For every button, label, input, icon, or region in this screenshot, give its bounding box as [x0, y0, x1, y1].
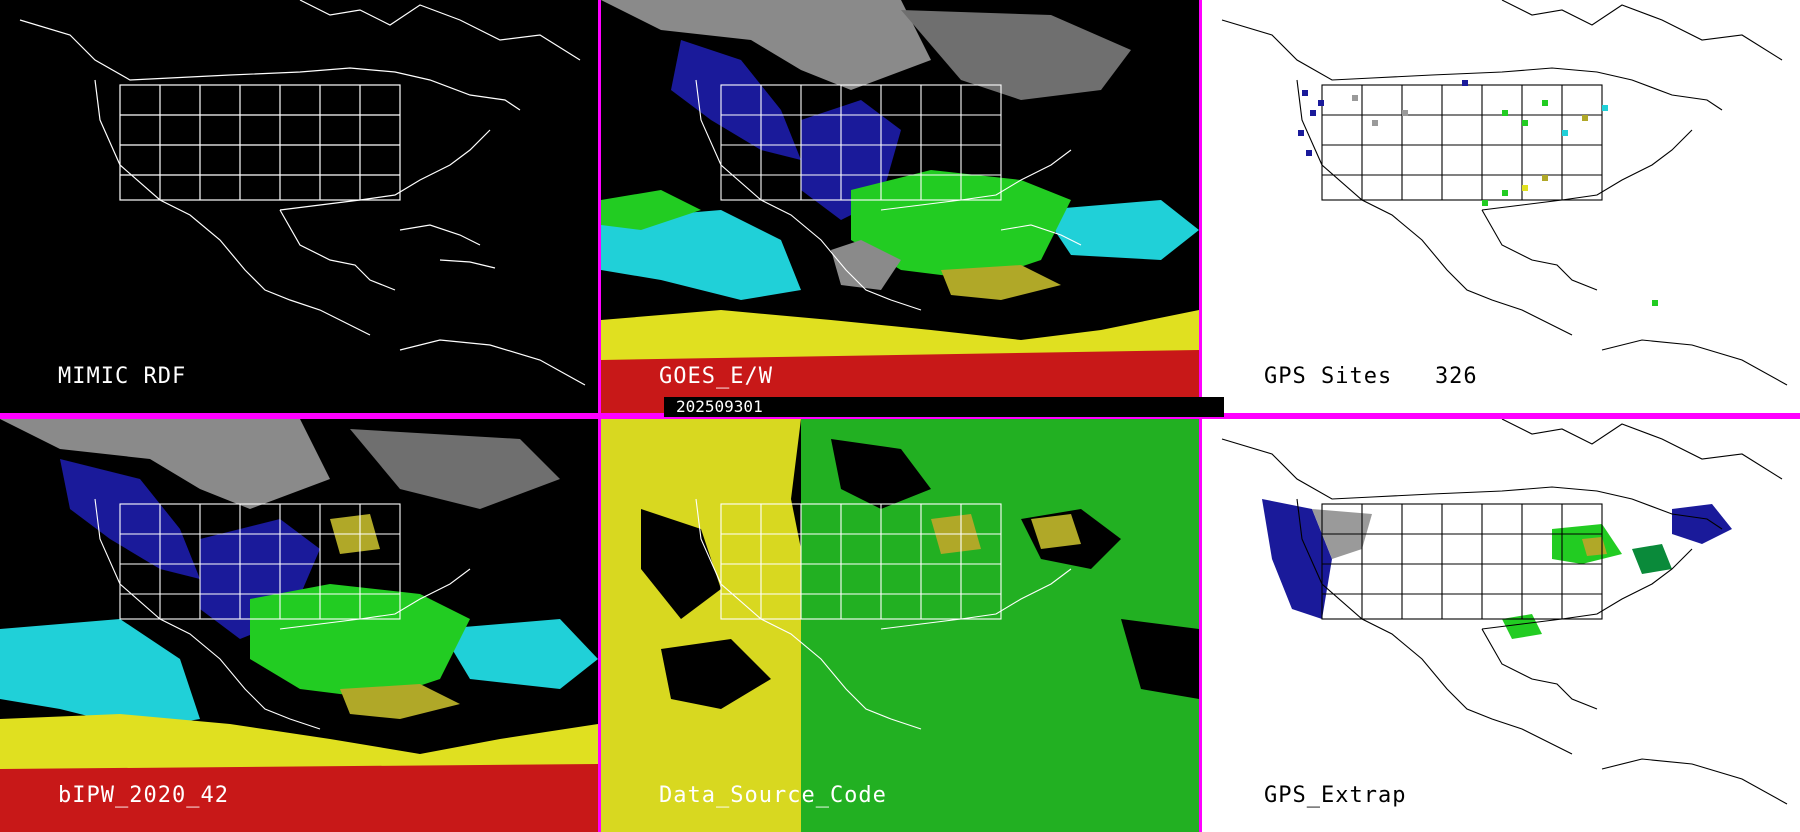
panel-gps-extrap: GPS_Extrap — [1202, 419, 1800, 832]
panel-bipw: bIPW_2020_42 — [0, 419, 598, 832]
timestamp-bar: 202509301 — [664, 397, 1224, 417]
panel-label: GPS_Extrap — [1264, 783, 1407, 808]
panel-goes-ew: GOES_E/W — [601, 0, 1199, 413]
bipw-map — [0, 419, 598, 832]
gps-extrap-map — [1221, 419, 1788, 805]
panel-mimic-rdf: MIMIC RDF — [0, 0, 598, 413]
panel-label: Data_Source_Code — [659, 783, 887, 808]
gps-sites-map — [1221, 0, 1788, 386]
mimic-rdf-map — [19, 0, 586, 386]
panel-label: GOES_E/W — [659, 364, 773, 389]
gps-site-markers — [1298, 80, 1658, 306]
data-source-map — [601, 419, 1199, 832]
panel-data-source: Data_Source_Code — [601, 419, 1199, 832]
panel-label: MIMIC RDF — [58, 364, 187, 389]
panel-label: bIPW_2020_42 — [58, 783, 229, 808]
panel-label: GPS Sites 326 — [1264, 364, 1478, 389]
goes-ew-map — [601, 0, 1199, 413]
panel-gps-sites: GPS Sites 326 — [1202, 0, 1800, 413]
